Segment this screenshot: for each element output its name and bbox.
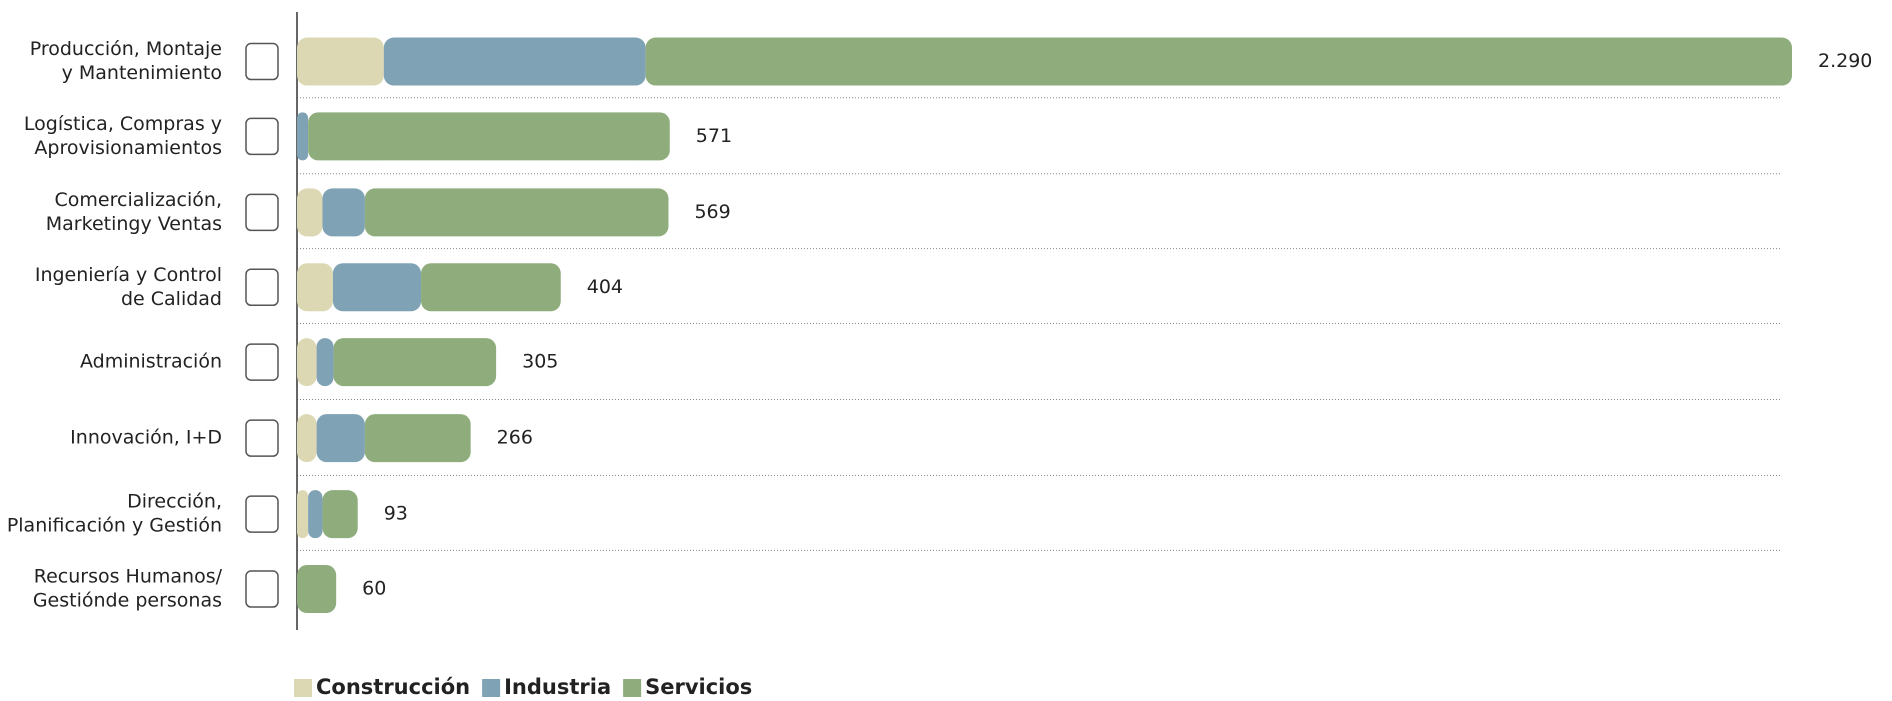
legend-swatch (623, 679, 642, 697)
category-label: Gestiónde personas (33, 590, 222, 612)
category-label: Planificación y Gestión (7, 515, 222, 537)
category-label: Producción, Montaje (30, 38, 222, 60)
category-label: Logística, Compras y (24, 113, 222, 135)
icon (245, 570, 279, 608)
total-label: 2.290 (1818, 50, 1872, 72)
bar-segment (297, 37, 384, 86)
bar-segment (308, 490, 323, 539)
category-label: Comercialización, (55, 189, 222, 211)
category-label: Administración (80, 351, 222, 373)
bar-segment (297, 490, 309, 539)
icon (245, 117, 279, 156)
bar-segment (364, 414, 471, 463)
bar-segment (332, 263, 422, 312)
total-label: 60 (362, 578, 386, 600)
icon (245, 495, 279, 533)
bar-segment (364, 188, 669, 237)
bar-segment (322, 188, 365, 237)
legend-label: Servicios (645, 675, 752, 699)
category-label: de Calidad (121, 288, 222, 310)
total-label: 404 (587, 276, 623, 298)
icon (245, 42, 279, 81)
bar-segment (297, 565, 337, 614)
bar-segment (316, 338, 334, 387)
bar-segment (645, 37, 1792, 86)
icon (245, 343, 279, 381)
bar-segment (322, 490, 358, 539)
category-label: Aprovisionamientos (34, 137, 222, 159)
bar-segment (297, 263, 333, 312)
legend-label: Construcción (316, 675, 470, 699)
category-label: Ingeniería y Control (35, 264, 222, 286)
total-label: 266 (497, 427, 533, 449)
category-label: Recursos Humanos/ (34, 566, 223, 588)
total-label: 571 (696, 125, 732, 147)
icon (245, 268, 279, 307)
legend-swatch (482, 679, 501, 697)
bar-segment (308, 112, 670, 161)
bar-segment (297, 188, 323, 237)
category-label: y Mantenimiento (62, 62, 222, 84)
bar-segment (297, 414, 317, 463)
category-label: Marketingy Ventas (46, 213, 222, 235)
icon (245, 419, 279, 457)
category-label: Dirección, (127, 491, 222, 513)
category-label: Innovación, I+D (70, 427, 222, 449)
bar-segment (421, 263, 561, 312)
bar-segment (333, 338, 497, 387)
total-label: 305 (522, 351, 558, 373)
bar-segment (383, 37, 646, 86)
bar-segment (297, 338, 317, 387)
bar-segment (316, 414, 365, 463)
legend-label: Industria (504, 675, 611, 699)
total-label: 93 (384, 503, 408, 525)
icon (245, 193, 279, 232)
legend-swatch (294, 679, 312, 697)
bar-segment (297, 112, 309, 161)
total-label: 569 (694, 201, 730, 223)
